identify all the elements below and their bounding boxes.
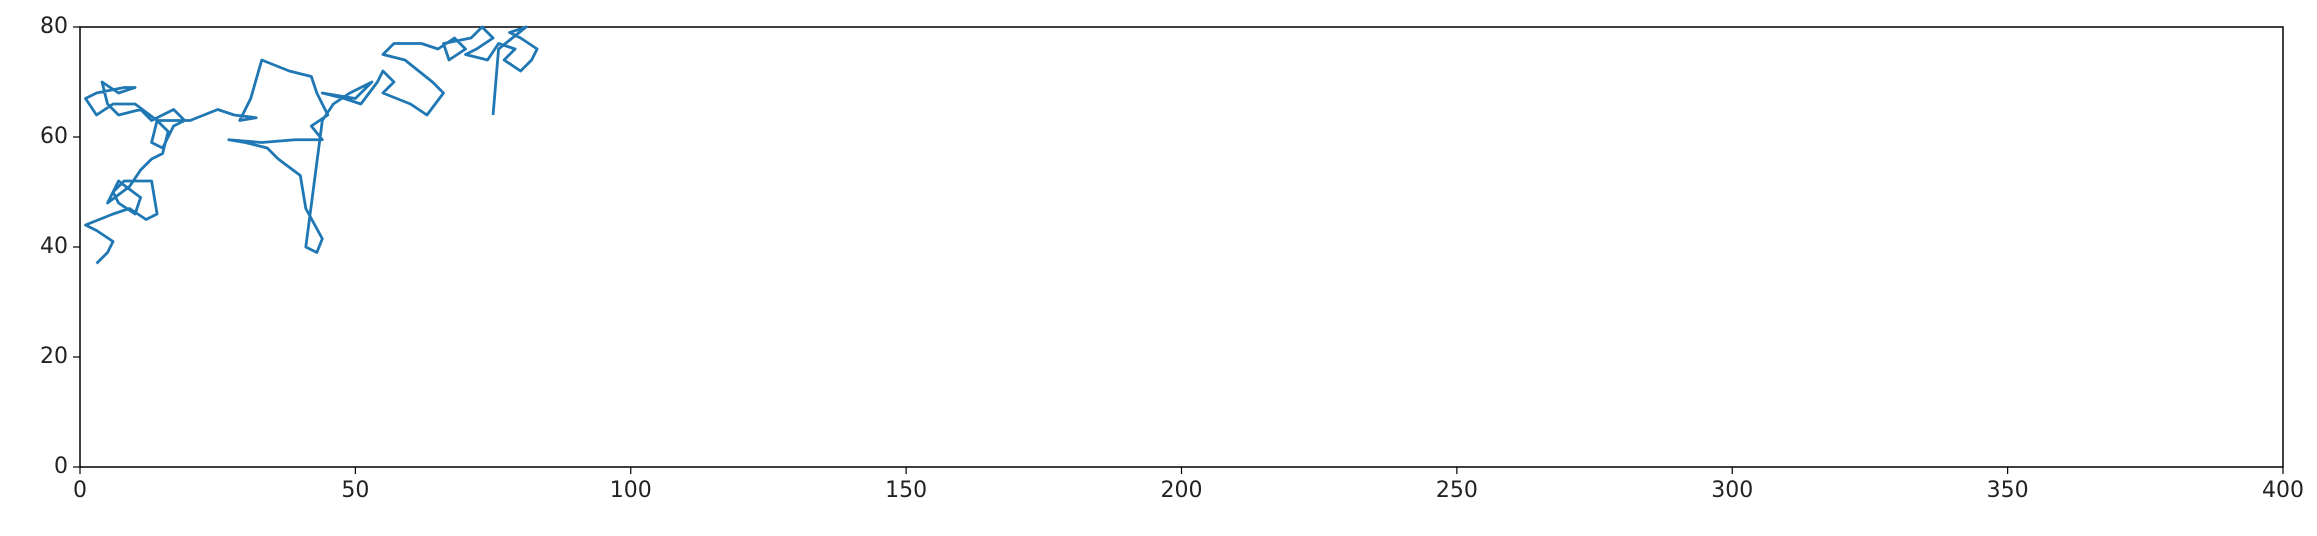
y-tick-label: 60	[40, 124, 68, 149]
x-tick-label: 100	[610, 478, 652, 503]
y-tick-label: 20	[40, 344, 68, 369]
y-tick-label: 80	[40, 14, 68, 39]
x-tick-label: 200	[1161, 478, 1203, 503]
x-tick-label: 150	[885, 478, 927, 503]
y-tick-label: 40	[40, 234, 68, 259]
x-tick-label: 350	[1987, 478, 2029, 503]
plot-frame	[79, 26, 2284, 468]
data-line	[84, 25, 539, 265]
x-tick-label: 50	[341, 478, 369, 503]
x-tick-label: 300	[1711, 478, 1753, 503]
x-tick-label: 0	[73, 478, 87, 503]
x-tick-label: 400	[2262, 478, 2304, 503]
y-tick-label: 0	[54, 454, 68, 479]
x-tick-label: 250	[1436, 478, 1478, 503]
